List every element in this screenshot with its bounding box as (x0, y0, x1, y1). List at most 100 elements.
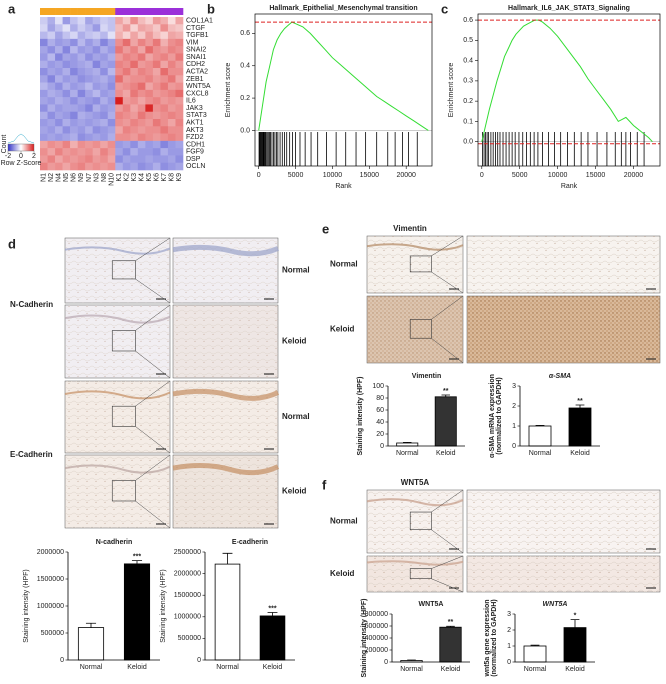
y-axis-label: Enrichment score (448, 63, 455, 118)
heat-cell (78, 148, 86, 156)
heat-cell (70, 97, 78, 105)
column-label: N5 (63, 173, 70, 182)
y-tick-label: 0.2 (463, 98, 473, 105)
y-axis-label: Staining intensity (HPF) (357, 377, 364, 456)
heat-cell (123, 17, 131, 25)
heat-cell (48, 90, 56, 98)
heat-cell (93, 148, 101, 156)
heat-cell (70, 46, 78, 54)
y-tick-label: 1 (507, 643, 511, 650)
y-tick-label: 2000000 (37, 549, 64, 556)
heat-cell (40, 104, 48, 112)
y-tick-label: 500000 (178, 635, 201, 642)
heat-cell (130, 39, 138, 47)
heat-cell (145, 17, 153, 25)
heat-cell (108, 97, 116, 105)
y-tick-label: 400000 (365, 635, 388, 642)
heat-cell (93, 53, 101, 61)
heat-cell (138, 112, 146, 120)
column-label: N7 (86, 173, 93, 182)
heat-cell (123, 97, 131, 105)
error-bar (268, 612, 278, 615)
heat-cell (48, 148, 56, 156)
heat-cell (85, 148, 93, 156)
bar (440, 627, 461, 662)
heat-cell (55, 112, 63, 120)
heat-cell (153, 24, 161, 32)
column-group-bar (168, 8, 176, 15)
micrograph-texture (173, 305, 278, 378)
heat-cell (123, 75, 131, 83)
column-label: N1 (41, 173, 48, 182)
y-tick-label: 2 (512, 403, 516, 410)
heat-cell (100, 104, 108, 112)
heat-cell (145, 83, 153, 91)
chart-title: N-cadherin (96, 539, 133, 546)
heat-cell (93, 83, 101, 91)
heat-cell (63, 126, 71, 134)
heat-cell (40, 24, 48, 32)
heat-cell (153, 97, 161, 105)
panel-label: a (8, 1, 16, 16)
heat-cell (93, 32, 101, 40)
heat-cell (85, 39, 93, 47)
significance: ** (577, 398, 583, 405)
column-label: N6 (71, 173, 78, 182)
y-tick-label: 0.4 (240, 63, 250, 70)
heat-cell (160, 104, 168, 112)
heat-cell (85, 32, 93, 40)
heat-cell (168, 32, 176, 40)
heat-cell (108, 53, 116, 61)
heat-cell (153, 46, 161, 54)
heat-cell (168, 119, 176, 127)
bar (124, 564, 149, 660)
colorbar-tick: 0 (19, 153, 23, 160)
chart-title: E-cadherin (232, 539, 268, 546)
heat-cell (78, 104, 86, 112)
heat-cell (70, 104, 78, 112)
y-tick-label: 0.5 (463, 37, 473, 44)
heat-cell (70, 148, 78, 156)
heat-cell (168, 53, 176, 61)
heat-cell (63, 61, 71, 69)
heat-cell (168, 112, 176, 120)
heat-cell (108, 148, 116, 156)
heat-cell (48, 75, 56, 83)
heat-cell (48, 126, 56, 134)
heat-cell (40, 83, 48, 91)
heat-cell (48, 24, 56, 32)
heat-cell (130, 17, 138, 25)
heat-cell (115, 126, 123, 134)
row-label: CDH2 (186, 61, 205, 68)
heat-cell (115, 53, 123, 61)
x-tick-label: Normal (524, 666, 547, 673)
heat-cell (93, 17, 101, 25)
bar (435, 397, 456, 446)
heat-cell (48, 97, 56, 105)
column-label: K8 (169, 173, 176, 182)
heat-cell (55, 97, 63, 105)
heat-cell (48, 17, 56, 25)
x-tick-label: Keloid (263, 664, 283, 671)
heat-cell (130, 119, 138, 127)
heat-cell (168, 61, 176, 69)
heat-cell (145, 148, 153, 156)
heat-cell (93, 24, 101, 32)
heat-cell (175, 61, 183, 69)
heat-cell (78, 97, 86, 105)
significance: * (574, 612, 577, 619)
heat-cell (70, 75, 78, 83)
heat-cell (78, 75, 86, 83)
heat-cell (100, 32, 108, 40)
heat-cell (55, 68, 63, 76)
heat-cell (175, 39, 183, 47)
heat-cell (138, 75, 146, 83)
heat-cell (123, 163, 131, 171)
heat-cell (100, 53, 108, 61)
row-label: AKT3 (186, 127, 204, 134)
heat-cell (70, 112, 78, 120)
heat-cell (63, 53, 71, 61)
heat-cell (48, 83, 56, 91)
heat-cell (85, 104, 93, 112)
